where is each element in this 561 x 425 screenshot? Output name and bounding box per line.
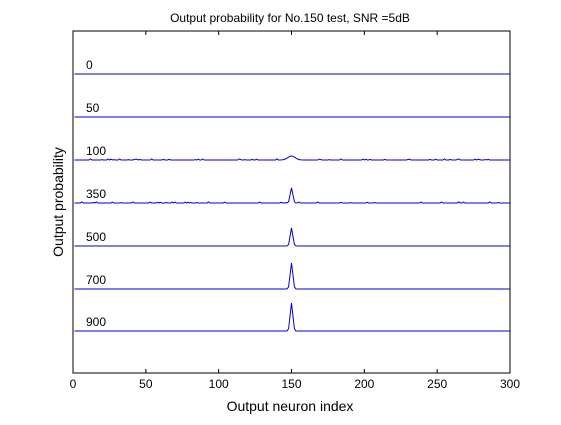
x-tick-label-50: 50: [139, 377, 153, 391]
trace-label-100: 100: [86, 144, 106, 158]
x-tick-label-300: 300: [500, 377, 520, 391]
trace-label-350: 350: [86, 187, 106, 201]
x-axis-label: Output neuron index: [227, 398, 354, 414]
trace-line-700: [74, 262, 510, 290]
trace-line-350: [74, 187, 510, 204]
chart-title: Output probability for No.150 test, SNR …: [170, 11, 410, 25]
trace-line-500: [74, 227, 510, 247]
x-tick-label-200: 200: [354, 377, 374, 391]
plot-area: [72, 30, 511, 374]
trace-label-700: 700: [86, 273, 106, 287]
trace-label-0: 0: [86, 58, 93, 72]
trace-line-100: [74, 155, 510, 161]
x-axis: 0 50 100 150 200 250 300: [70, 31, 520, 391]
trace-line-900: [74, 302, 510, 332]
x-tick-label-150: 150: [281, 377, 301, 391]
trace-label-500: 500: [86, 230, 106, 244]
traces-group: 0 50 100 350 500 700 900: [74, 58, 510, 332]
x-tick-label-100: 100: [209, 377, 229, 391]
x-tick-label-0: 0: [70, 377, 77, 391]
trace-label-50: 50: [86, 101, 100, 115]
y-axis-label: Output probability: [50, 147, 66, 257]
trace-label-900: 900: [86, 315, 106, 329]
x-tick-label-250: 250: [427, 377, 447, 391]
